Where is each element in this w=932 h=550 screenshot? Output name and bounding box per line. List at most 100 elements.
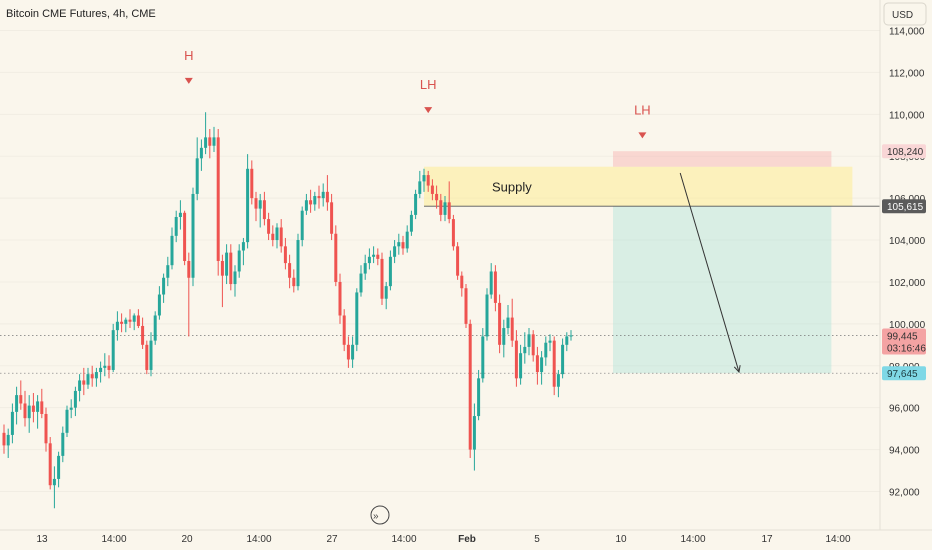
candle-body [73, 390, 77, 408]
candle-body [208, 137, 212, 146]
swing-label: LH [420, 77, 437, 92]
candle-body [120, 321, 124, 324]
candle [418, 170, 422, 199]
candle [435, 185, 439, 209]
candle-body [426, 175, 430, 186]
currency-button[interactable]: USD [883, 2, 927, 26]
candle [439, 193, 443, 222]
scroll-to-realtime-button[interactable]: » [370, 505, 390, 525]
candle-body [44, 413, 48, 444]
candle-body [313, 196, 317, 205]
candle-body [103, 365, 107, 368]
candle [212, 126, 216, 153]
supply-zone [424, 166, 853, 207]
candle-body [78, 380, 82, 391]
candle [460, 271, 464, 297]
candle-body [359, 273, 363, 293]
candle [304, 193, 308, 215]
candle-body [283, 246, 287, 264]
candle-body [540, 357, 544, 373]
candle-body [548, 340, 552, 343]
candle [355, 288, 359, 352]
candle [279, 219, 283, 253]
price-tick-label: 100,000 [889, 320, 926, 331]
candle [183, 210, 187, 266]
candle [191, 187, 195, 287]
candle-body [275, 227, 279, 241]
price-tag-value: 97,645 [887, 369, 918, 380]
candle-body [304, 200, 308, 211]
candle-body [493, 271, 497, 303]
candle-body [552, 340, 556, 387]
candle-body [19, 395, 23, 404]
price-lines [0, 335, 880, 374]
down-marker-icon [184, 77, 193, 84]
candle-body [162, 277, 166, 295]
candle-body [237, 250, 241, 272]
candle [27, 395, 31, 433]
candle-body [502, 328, 506, 345]
candle [107, 355, 111, 379]
double-chevron-icon[interactable]: » [373, 511, 379, 522]
candle-body [435, 193, 439, 201]
candle-body [338, 281, 342, 316]
scroll-button-circle[interactable] [370, 505, 390, 525]
candle [351, 336, 355, 368]
time-axis: 13 14:00 20 14:00 27 14:00 Feb 5 10 14:00 17 14:00 [36, 534, 851, 545]
candle-body [136, 315, 140, 326]
candle [359, 265, 363, 297]
candle-body [115, 321, 119, 331]
candle [548, 334, 552, 352]
time-tick-label: 14:00 [825, 534, 850, 545]
candle [405, 225, 409, 253]
candle-body [443, 202, 447, 215]
candle [309, 189, 313, 213]
price-tag-value: 105,615 [887, 202, 924, 213]
time-tick-label: 13 [36, 534, 48, 545]
currency-button-frame[interactable] [883, 2, 927, 26]
candle [94, 367, 98, 387]
candle-body [191, 193, 195, 278]
candle-body [561, 344, 565, 375]
price-tag-countdown: 03:16:46 [887, 343, 926, 354]
candle-body [183, 212, 187, 261]
candle [233, 265, 237, 297]
stop-zone [613, 151, 832, 167]
candle-body [90, 374, 94, 379]
candle [246, 154, 250, 249]
candle-body [439, 200, 443, 215]
candle [540, 351, 544, 385]
candle [372, 246, 376, 264]
candle-body [153, 315, 157, 341]
candle [15, 386, 19, 425]
candle [544, 336, 548, 366]
currency-label[interactable]: USD [892, 10, 913, 21]
candle [485, 288, 489, 341]
candle [2, 424, 6, 454]
candle-body [405, 231, 409, 249]
candle-body [506, 317, 510, 329]
candle [468, 319, 472, 458]
candle [195, 137, 199, 201]
candle-body [31, 405, 35, 412]
price-tag-value: 99,445 [887, 331, 918, 342]
candle [111, 323, 115, 373]
candle [464, 284, 468, 329]
candle-body [460, 275, 464, 289]
candle-body [40, 401, 44, 414]
candle [493, 265, 497, 312]
candle-body [267, 219, 271, 234]
candle-body [565, 336, 569, 345]
candle-body [485, 294, 489, 337]
candle-body [531, 334, 535, 356]
candle [258, 193, 262, 228]
candle-body [464, 288, 468, 324]
candle [178, 200, 182, 230]
candle [498, 294, 502, 354]
candle [317, 185, 321, 209]
candle-body [229, 252, 233, 285]
candle [384, 281, 388, 310]
candle-body [321, 191, 325, 199]
candle-body [254, 198, 258, 209]
